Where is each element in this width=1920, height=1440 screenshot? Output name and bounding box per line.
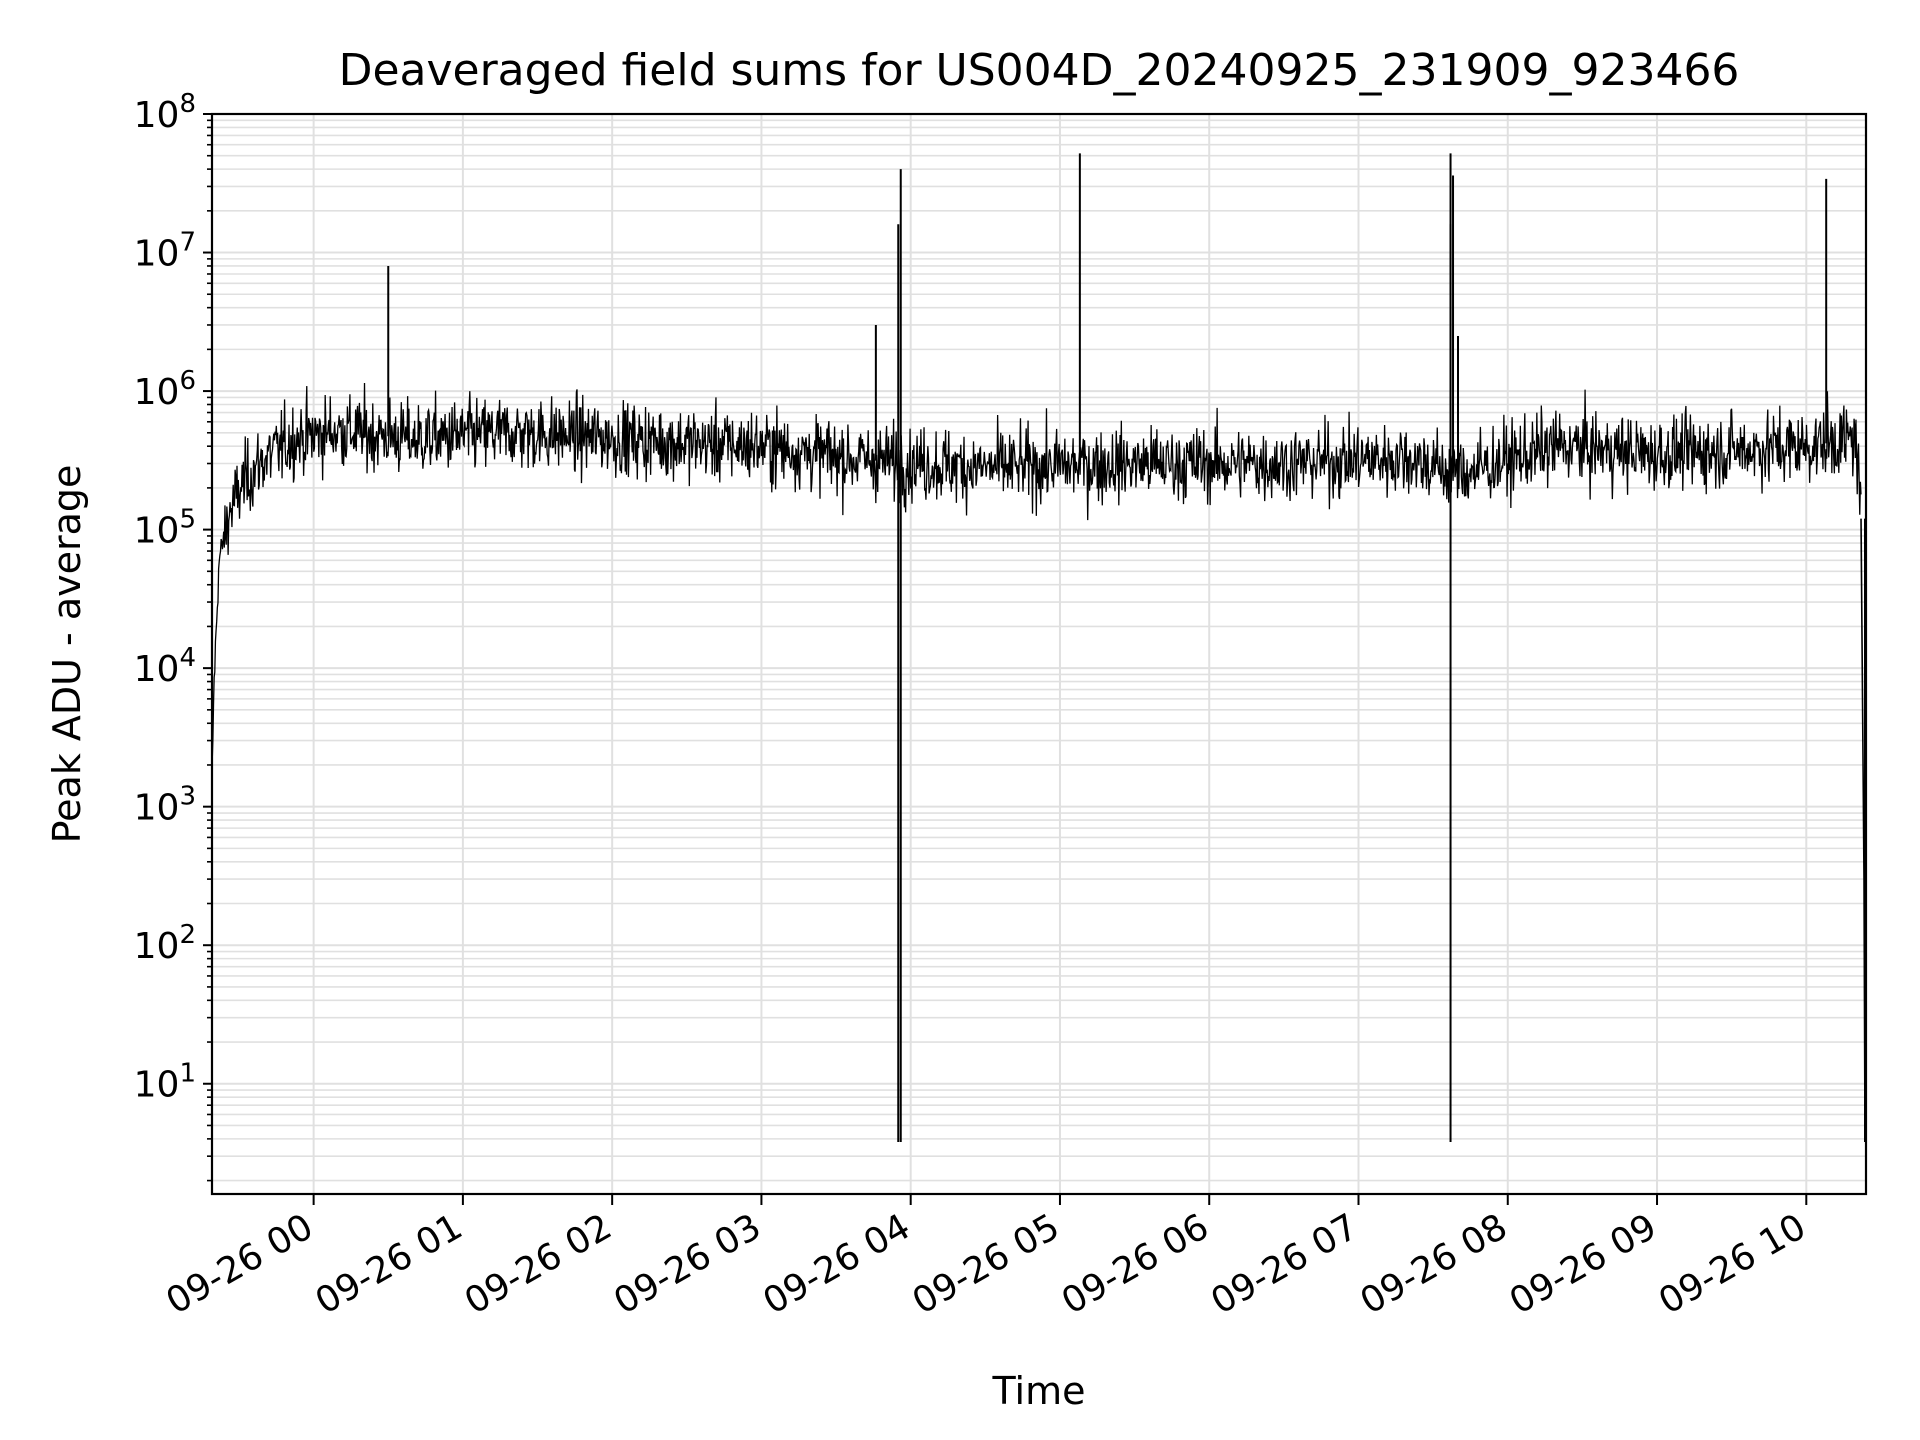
y-tick-label: 102 bbox=[134, 920, 196, 967]
y-tick-label: 107 bbox=[134, 228, 196, 275]
series-end-drop bbox=[1860, 518, 1866, 1142]
y-tick-label: 104 bbox=[134, 643, 196, 690]
y-tick-label: 103 bbox=[134, 782, 196, 829]
y-axis: 101 102 103 104 105 106 107 108 bbox=[134, 89, 212, 1182]
y-axis-label: Peak ADU - average bbox=[45, 465, 89, 844]
y-tick-label: 101 bbox=[134, 1059, 196, 1106]
y-tick-label: 105 bbox=[134, 505, 196, 552]
series-trace bbox=[210, 383, 1862, 786]
plot-frame bbox=[210, 112, 1868, 1196]
x-axis-label: Time bbox=[992, 1369, 1086, 1413]
chart-title: Deaveraged field sums for US004D_2024092… bbox=[339, 45, 1740, 96]
y-tick-label: 108 bbox=[134, 89, 196, 136]
y-tick-label: 106 bbox=[134, 366, 196, 413]
